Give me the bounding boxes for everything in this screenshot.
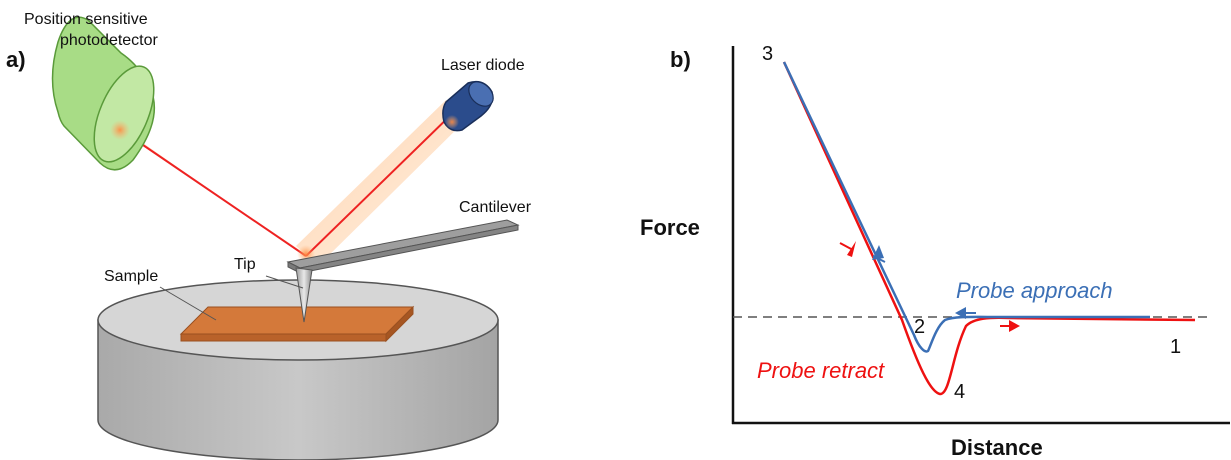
approach-label: Probe approach — [956, 278, 1113, 303]
retract-direction-arrow-down — [839, 241, 856, 257]
sample-label: Sample — [104, 268, 158, 285]
approach-curve — [782, 61, 1150, 353]
laser-diode-label: Laser diode — [441, 57, 525, 74]
approach-direction-arrow-left — [955, 307, 976, 319]
laser-beam — [110, 100, 470, 266]
laser-diode-icon — [442, 80, 494, 132]
retract-direction-arrow-right — [1000, 320, 1020, 332]
photodetector-icon — [51, 16, 156, 171]
photodetector-label-line1: Position sensitive — [24, 11, 148, 28]
photodetector-label-line2: photodetector — [60, 32, 159, 49]
retract-label: Probe retract — [757, 358, 885, 383]
panel-b-label: b) — [670, 47, 691, 72]
sample-leader-line — [159, 286, 217, 321]
panel-a: a) — [6, 11, 532, 460]
tip-leader-line — [265, 275, 304, 289]
x-axis-label: Distance — [951, 435, 1043, 460]
point-label-4: 4 — [954, 381, 965, 403]
probe-tip — [295, 267, 313, 323]
panel-b: b) Force Distance Probe approa — [640, 43, 1230, 460]
y-axis-label: Force — [640, 215, 700, 240]
retract-curve — [782, 61, 1196, 396]
sample-slab — [179, 305, 415, 343]
point-label-3: 3 — [762, 43, 773, 65]
panel-a-label: a) — [6, 47, 26, 72]
point-label-2: 2 — [914, 316, 925, 338]
point-label-1: 1 — [1170, 336, 1181, 358]
approach-direction-arrow-up — [872, 245, 886, 263]
cantilever-label: Cantilever — [459, 199, 532, 216]
tip-label: Tip — [234, 256, 256, 273]
